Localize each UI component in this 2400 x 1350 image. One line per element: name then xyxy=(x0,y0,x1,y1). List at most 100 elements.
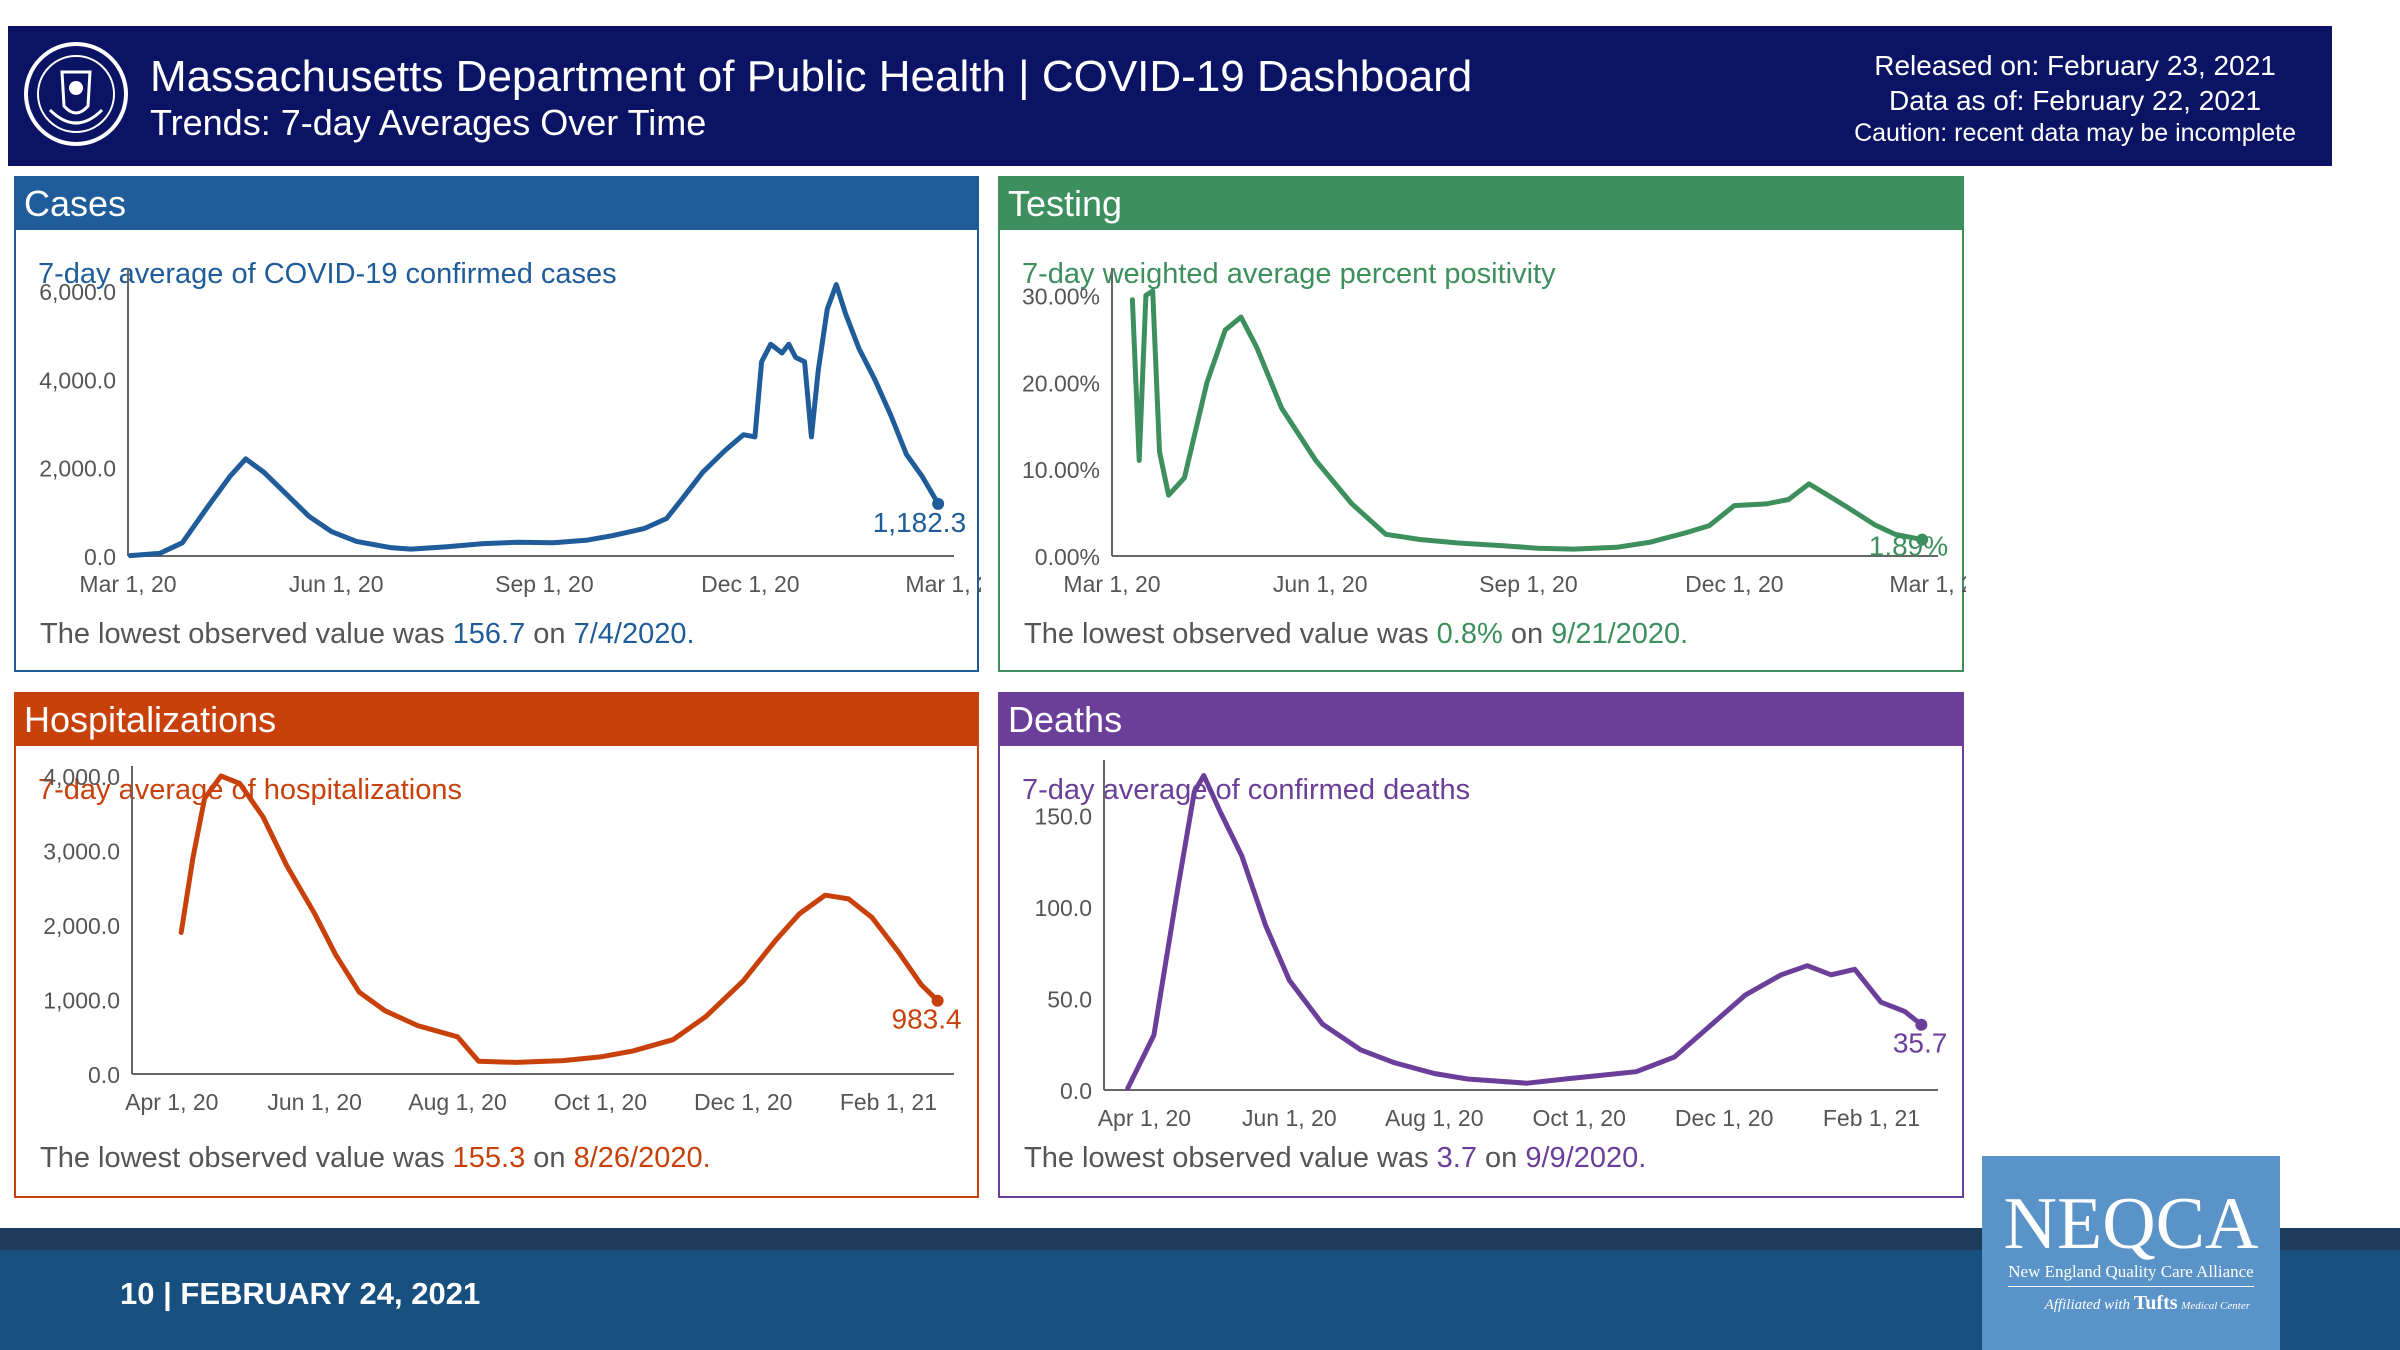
hospitalizations-chart: 0.0 1,000.0 2,000.0 3,000.0 4,000.0 Apr 1, 20… xyxy=(43,764,962,1115)
deaths-lowest-mid: on xyxy=(1476,1142,1526,1174)
deaths-series-line xyxy=(1125,773,1924,1091)
testing-lowest-suffix: . xyxy=(1680,618,1689,650)
neqca-medical-center: Medical Center xyxy=(2181,1300,2250,1312)
deaths-last-point xyxy=(1915,1018,1928,1031)
deaths-x-tick-label: Jun 1, 20 xyxy=(1242,1105,1337,1131)
testing-x-tick-label: Mar 1, 20 xyxy=(1063,571,1160,597)
deaths-x-tick-label: Aug 1, 20 xyxy=(1385,1105,1483,1131)
deaths-x-tick-label: Dec 1, 20 xyxy=(1675,1105,1773,1131)
deaths-y-tick-label: 0.0 xyxy=(1060,1078,1092,1104)
testing-x-tick-label: Mar 1, 21 xyxy=(1889,571,1966,597)
deaths-x-tick-label: Feb 1, 21 xyxy=(1823,1105,1920,1131)
neqca-logo-affiliation: Affiliated with Tufts Medical Center xyxy=(1982,1292,2250,1315)
cases-last-value-label: 1,182.3 xyxy=(873,507,966,538)
cases-y-tick-label: 4,000.0 xyxy=(39,367,116,393)
deaths-x-tick-label: Apr 1, 20 xyxy=(1098,1105,1191,1131)
hosp-x-tick-label: Jun 1, 20 xyxy=(267,1089,362,1115)
neqca-logo: NEQCA New England Quality Care Alliance … xyxy=(1982,1156,2280,1350)
cases-lowest-note: The lowest observed value was 156.7 on 7… xyxy=(40,618,695,651)
cases-x-tick-label: Jun 1, 20 xyxy=(289,571,384,597)
cases-panel-heading: Cases xyxy=(16,178,977,230)
released-date: Released on: February 23, 2021 xyxy=(1874,50,2276,81)
hospitalizations-panel-heading: Hospitalizations xyxy=(16,694,977,746)
hosp-lowest-prefix: The lowest observed value was xyxy=(40,1142,453,1174)
deaths-y-tick-label: 150.0 xyxy=(1034,804,1092,830)
testing-lowest-value: 0.8% xyxy=(1436,618,1503,650)
cases-x-tick-label: Mar 1, 21 xyxy=(905,571,981,597)
hosp-y-tick-label: 4,000.0 xyxy=(43,764,120,790)
hosp-last-value-label: 983.4 xyxy=(892,1004,962,1035)
testing-panel-heading: Testing xyxy=(1000,178,1962,230)
cases-x-tick-label: Dec 1, 20 xyxy=(701,571,799,597)
cases-x-tick-label: Mar 1, 20 xyxy=(79,571,176,597)
neqca-logo-wordmark: NEQCA xyxy=(2003,1183,2259,1265)
caution-note: Caution: recent data may be incomplete xyxy=(1854,119,2296,147)
hosp-lowest-suffix: . xyxy=(702,1142,711,1174)
deaths-chart: 0.0 50.0 100.0 150.0 Apr 1, 20 Jun 1, 20 Aug 1… xyxy=(1034,760,1947,1131)
hosp-x-tick-label: Aug 1, 20 xyxy=(408,1089,506,1115)
header-banner: Massachusetts Department of Public Healt… xyxy=(8,26,2332,166)
testing-series-line xyxy=(1129,288,1925,552)
page-subtitle: Trends: 7-day Averages Over Time xyxy=(150,102,707,143)
hosp-x-tick-label: Feb 1, 21 xyxy=(840,1089,937,1115)
page-title: Massachusetts Department of Public Healt… xyxy=(150,52,1473,101)
testing-last-point xyxy=(1916,533,1929,546)
cases-x-tick-label: Sep 1, 20 xyxy=(495,571,593,597)
testing-last-value-label: 1.89% xyxy=(1869,531,1948,562)
cases-chart: 0.0 2,000.0 4,000.0 6,000.0 Mar 1, 20 Jun 1, … xyxy=(39,268,981,597)
cases-last-point xyxy=(932,497,945,510)
deaths-y-tick-label: 50.0 xyxy=(1047,987,1092,1013)
hosp-lowest-value: 155.3 xyxy=(452,1142,526,1174)
deaths-lowest-value: 3.7 xyxy=(1436,1142,1477,1174)
cases-y-tick-label: 0.0 xyxy=(84,544,116,570)
cases-panel: Cases 7-day average of COVID-19 confirme… xyxy=(14,176,981,672)
hosp-x-tick-label: Dec 1, 20 xyxy=(694,1089,792,1115)
testing-x-tick-label: Jun 1, 20 xyxy=(1273,571,1368,597)
hosp-x-tick-label: Apr 1, 20 xyxy=(125,1089,218,1115)
hosp-y-tick-label: 2,000.0 xyxy=(43,913,120,939)
cases-lowest-date: 7/4/2020 xyxy=(573,618,687,650)
deaths-lowest-note: The lowest observed value was 3.7 on 9/9… xyxy=(1024,1142,1646,1175)
testing-panel: Testing 7-day weighted average percent p… xyxy=(998,176,1966,672)
release-info: Released on: February 23, 2021 Data as o… xyxy=(1854,48,2296,149)
deaths-panel: Deaths 7-day average of confirmed deaths… xyxy=(998,692,1964,1198)
hosp-y-tick-label: 3,000.0 xyxy=(43,839,120,865)
hosp-last-point xyxy=(931,994,944,1007)
hosp-y-tick-label: 1,000.0 xyxy=(43,988,120,1014)
testing-lowest-mid: on xyxy=(1502,618,1552,650)
cases-chart-subtitle: 7-day average of COVID-19 confirmed case… xyxy=(38,258,617,290)
testing-y-tick-label: 10.00% xyxy=(1022,457,1100,483)
testing-y-tick-label: 0.00% xyxy=(1035,544,1100,570)
deaths-lowest-suffix: . xyxy=(1638,1142,1647,1174)
deaths-panel-heading: Deaths xyxy=(1000,694,1962,746)
hosp-series-line xyxy=(178,773,941,1065)
neqca-logo-rule xyxy=(2008,1286,2254,1287)
testing-lowest-date: 9/21/2020 xyxy=(1551,618,1681,650)
state-seal-icon xyxy=(24,42,128,146)
testing-chart-subtitle: 7-day weighted average percent positivit… xyxy=(1022,258,1556,290)
neqca-aff-text: Affiliated with xyxy=(2044,1297,2131,1313)
hospitalizations-panel: Hospitalizations 7-day average of hospit… xyxy=(14,692,979,1198)
hosp-x-tick-label: Oct 1, 20 xyxy=(554,1089,647,1115)
testing-lowest-note: The lowest observed value was 0.8% on 9/… xyxy=(1024,618,1688,651)
neqca-logo-tagline: New England Quality Care Alliance xyxy=(2008,1262,2254,1281)
cases-lowest-suffix: . xyxy=(686,618,695,650)
footer-divider xyxy=(0,1228,2400,1250)
cases-series-line xyxy=(127,282,941,559)
deaths-lowest-prefix: The lowest observed value was xyxy=(1024,1142,1437,1174)
hosp-lowest-mid: on xyxy=(525,1142,574,1174)
deaths-y-tick-label: 100.0 xyxy=(1034,895,1092,921)
cases-lowest-mid: on xyxy=(525,618,574,650)
hosp-lowest-date: 8/26/2020 xyxy=(573,1142,703,1174)
data-as-of-date: Data as of: February 22, 2021 xyxy=(1889,85,2262,116)
hosp-y-tick-label: 0.0 xyxy=(88,1062,120,1088)
hospitalizations-lowest-note: The lowest observed value was 155.3 on 8… xyxy=(40,1142,711,1175)
deaths-x-tick-label: Oct 1, 20 xyxy=(1533,1105,1626,1131)
cases-lowest-prefix: The lowest observed value was xyxy=(40,618,453,650)
cases-lowest-value: 156.7 xyxy=(452,618,526,650)
deaths-chart-subtitle: 7-day average of confirmed deaths xyxy=(1022,774,1471,806)
testing-x-tick-label: Dec 1, 20 xyxy=(1685,571,1783,597)
footer-page-date: 10 | FEBRUARY 24, 2021 xyxy=(120,1276,481,1311)
cases-y-tick-label: 6,000.0 xyxy=(39,279,116,305)
neqca-tufts: Tufts xyxy=(2133,1292,2178,1314)
